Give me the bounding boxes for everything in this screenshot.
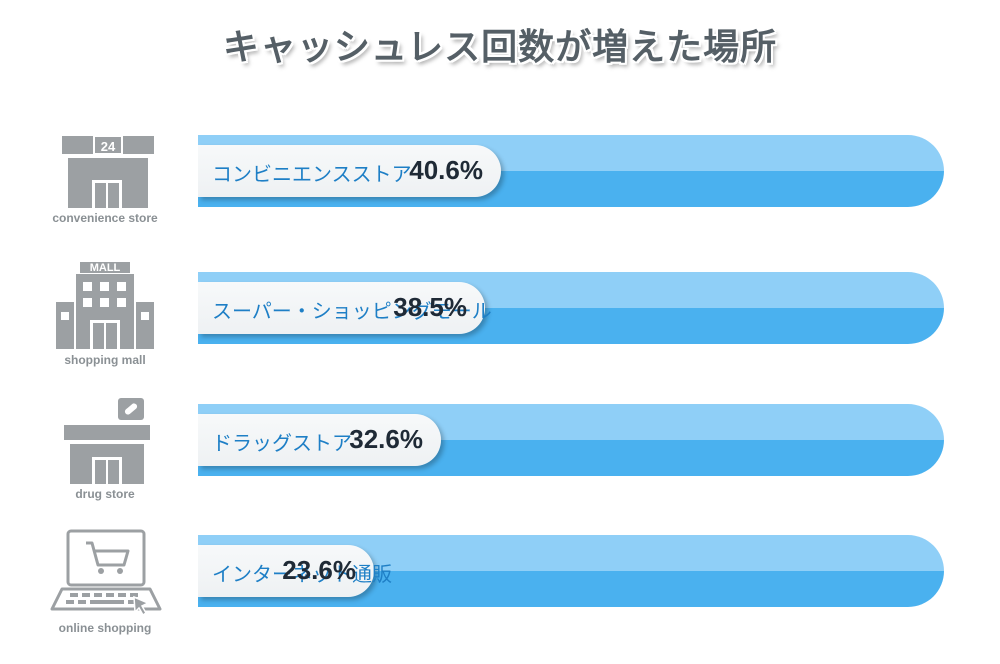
bar: コンビニエンスストア 40.6% <box>198 145 501 197</box>
bar-track: スーパー・ショッピングモール 38.5% <box>198 272 944 344</box>
icon-label: convenience store <box>52 211 158 225</box>
bar: スーパー・ショッピングモール 38.5% <box>198 282 492 334</box>
bar-row-convenience-store: 24 convenience store コンビニエンスストア 40.6% <box>0 130 1000 240</box>
bar-row-online-shopping: online shopping インターネット通販 23.6% <box>0 527 1000 637</box>
value-label: 32.6% <box>349 424 423 454</box>
bar: インターネット通販 23.6% <box>198 545 392 597</box>
category-label: コンビニエンスストア <box>212 162 412 186</box>
icon-label: online shopping <box>58 621 152 635</box>
bar-row-drug-store: drug store ドラッグストア 32.6% <box>0 395 1000 505</box>
svg-text:MALL: MALL <box>90 262 121 274</box>
value-label: 40.6% <box>409 155 483 185</box>
category-label: ドラッグストア <box>212 431 352 455</box>
shopping-mall-icon: MALL shopping mall <box>40 262 170 372</box>
drug-store-icon: drug store <box>40 395 170 505</box>
online-shopping-icon: online shopping <box>40 527 170 637</box>
category-label: スーパー・ショッピングモール <box>212 299 492 323</box>
icon-label: shopping mall <box>64 353 146 367</box>
bar-track: インターネット通販 23.6% <box>198 535 944 607</box>
bar: ドラッグストア 32.6% <box>198 414 441 466</box>
category-label: インターネット通販 <box>212 562 392 586</box>
value-label: 38.5% <box>393 292 467 322</box>
icon-label: drug store <box>75 487 135 501</box>
bar-track: ドラッグストア 32.6% <box>198 404 944 476</box>
svg-text:24: 24 <box>101 139 116 154</box>
bar-track: コンビニエンスストア 40.6% <box>198 135 944 207</box>
value-label: 23.6% <box>282 555 356 585</box>
bar-row-shopping-mall: MALL shopping mall スーパー・ショッピングモール 38.5% <box>0 262 1000 372</box>
convenience-store-icon: 24 convenience store <box>40 130 170 240</box>
chart-title: キャッシュレス回数が増えた場所 <box>222 27 778 68</box>
